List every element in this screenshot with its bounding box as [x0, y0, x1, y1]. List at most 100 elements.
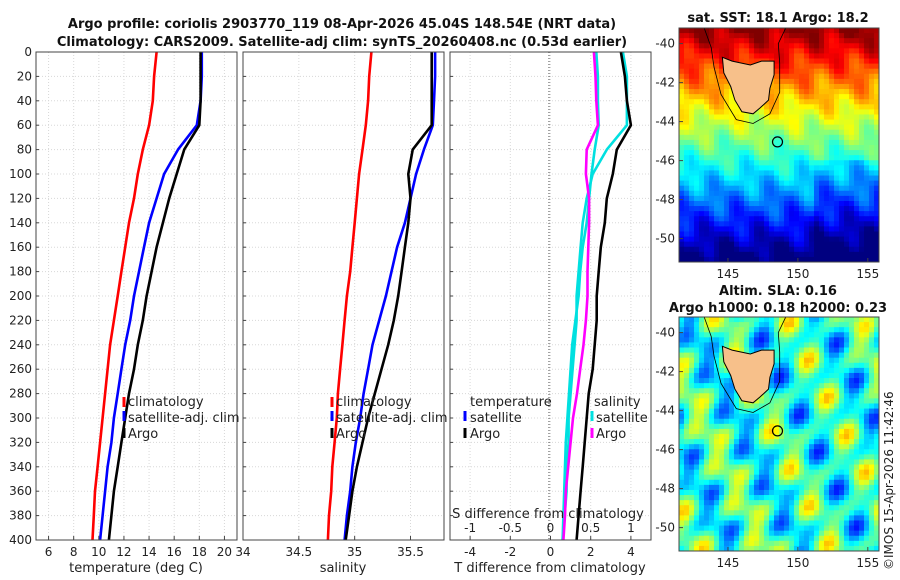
heatmap-cell [769, 332, 775, 338]
heatmap-cell [854, 58, 860, 65]
heatmap-cell [709, 342, 715, 348]
heatmap-cell [744, 180, 750, 187]
heatmap-cell [869, 408, 875, 415]
heatmap-cell [804, 43, 810, 49]
heatmap-cell [694, 185, 700, 192]
heatmap-cell [819, 206, 825, 212]
heatmap-cell [774, 383, 780, 389]
heatmap-cell [714, 216, 720, 222]
heatmap-cell [774, 165, 780, 171]
heatmap-cell [709, 362, 715, 369]
heatmap-cell [789, 206, 795, 212]
heatmap-cell [854, 428, 860, 435]
heatmap-cell [814, 99, 820, 105]
heatmap-cell [809, 403, 815, 409]
heatmap-cell [699, 139, 705, 146]
heatmap-cell [759, 449, 765, 455]
heatmap-cell [769, 104, 775, 110]
heatmap-cell [859, 109, 865, 115]
heatmap-cell [729, 530, 735, 537]
heatmap-cell [719, 500, 725, 506]
heatmap-cell [694, 246, 700, 253]
heatmap-cell [814, 398, 820, 404]
map-ytick-label: -48 [655, 482, 675, 496]
heatmap-cell [874, 211, 879, 217]
heatmap-cell [694, 28, 700, 34]
heatmap-cell [739, 434, 745, 440]
heatmap-cell [714, 469, 720, 476]
heatmap-cell [769, 165, 775, 171]
heatmap-cell [854, 63, 860, 70]
heatmap-cell [724, 104, 730, 110]
heatmap-cell [704, 505, 710, 511]
heatmap-cell [864, 109, 870, 115]
heatmap-cell [724, 423, 730, 430]
heatmap-cell [734, 535, 740, 542]
heatmap-cell [844, 378, 850, 384]
heatmap-cell [789, 246, 795, 253]
heatmap-cell [719, 83, 725, 90]
heatmap-cell [859, 459, 865, 465]
heatmap-cell [754, 251, 760, 258]
heatmap-cell [684, 145, 690, 151]
heatmap-cell [684, 342, 690, 348]
heatmap-cell [854, 403, 860, 409]
heatmap-cell [729, 484, 735, 491]
heatmap-cell [729, 231, 735, 237]
heatmap-cell [799, 104, 805, 110]
heatmap-cell [869, 68, 875, 75]
heatmap-cell [869, 535, 875, 542]
heatmap-cell [724, 428, 730, 435]
heatmap-cell [864, 428, 870, 435]
heatmap-cell [834, 236, 840, 243]
heatmap-cell [764, 540, 770, 547]
heatmap-cell [824, 236, 830, 243]
heatmap-cell [719, 489, 725, 496]
heatmap-cell [714, 145, 720, 151]
heatmap-cell [689, 206, 695, 212]
heatmap-cell [784, 525, 790, 532]
sst-map-frame [678, 27, 880, 263]
heatmap-cell [859, 94, 865, 100]
heatmap-cell [734, 226, 740, 232]
heatmap-cell [729, 211, 735, 217]
series-line-climatology [91, 52, 158, 540]
heatmap-cell [859, 129, 865, 136]
heatmap-cell [789, 251, 795, 258]
heatmap-cell [679, 439, 685, 445]
heatmap-cell [729, 444, 735, 450]
heatmap-cell [689, 342, 695, 348]
heatmap-cell [769, 124, 775, 131]
heatmap-cell [839, 362, 845, 369]
heatmap-cell [774, 510, 780, 516]
heatmap-cell [829, 165, 835, 171]
heatmap-cell [719, 439, 725, 445]
xtick-label: 10 [91, 545, 106, 559]
heatmap-cell [794, 322, 800, 328]
heatmap-cell [844, 393, 850, 399]
heatmap-cell [844, 535, 850, 542]
heatmap-cell [844, 89, 850, 95]
heatmap-cell [869, 185, 875, 192]
heatmap-cell [774, 484, 780, 491]
heatmap-cell [719, 246, 725, 253]
heatmap-cell [714, 479, 720, 486]
heatmap-cell [769, 170, 775, 176]
heatmap-cell [774, 175, 780, 182]
heatmap-cell [684, 53, 690, 59]
heatmap-cell [759, 200, 765, 207]
heatmap-cell [684, 134, 690, 141]
heatmap-cell [744, 185, 750, 192]
heatmap-cell [794, 418, 800, 425]
heatmap-cell [789, 423, 795, 430]
heatmap-cell [764, 500, 770, 506]
heatmap-cell [729, 160, 735, 166]
heatmap-cell [869, 418, 875, 425]
heatmap-cell [719, 129, 725, 136]
heatmap-cell [704, 190, 710, 197]
heatmap-cell [839, 378, 845, 384]
heatmap-cell [684, 241, 690, 248]
heatmap-cell [744, 165, 750, 171]
heatmap-cell [714, 68, 720, 75]
heatmap-cell [779, 510, 785, 516]
